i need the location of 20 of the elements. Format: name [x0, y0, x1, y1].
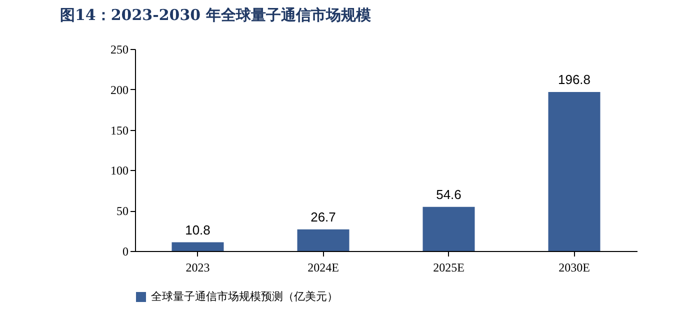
data-label: 26.7	[310, 209, 336, 224]
data-label: 54.6	[436, 186, 462, 202]
x-tick-label: 2023	[186, 260, 210, 274]
x-tick-label: 2030E	[558, 260, 590, 274]
y-tick-label: 150	[110, 123, 128, 138]
x-tick-label: 2024E	[308, 260, 339, 274]
data-label: 10.8	[185, 222, 210, 238]
y-tick-label: 100	[110, 164, 128, 178]
legend-label: 全球量子通信市场规模预测（亿美元）	[151, 290, 338, 303]
bar	[172, 242, 224, 251]
y-tick-label: 50	[116, 204, 128, 218]
data-label: 196.8	[558, 72, 591, 87]
x-tick-label: 2025E	[433, 260, 464, 274]
y-tick-label: 250	[110, 42, 128, 56]
chart-title: 图14：2023-2030 年全球量子通信市场规模	[60, 6, 372, 24]
bar	[297, 229, 350, 251]
y-tick-label: 0	[122, 244, 128, 258]
bar	[422, 206, 475, 251]
bar	[548, 92, 600, 251]
y-tick-label: 200	[110, 82, 128, 97]
